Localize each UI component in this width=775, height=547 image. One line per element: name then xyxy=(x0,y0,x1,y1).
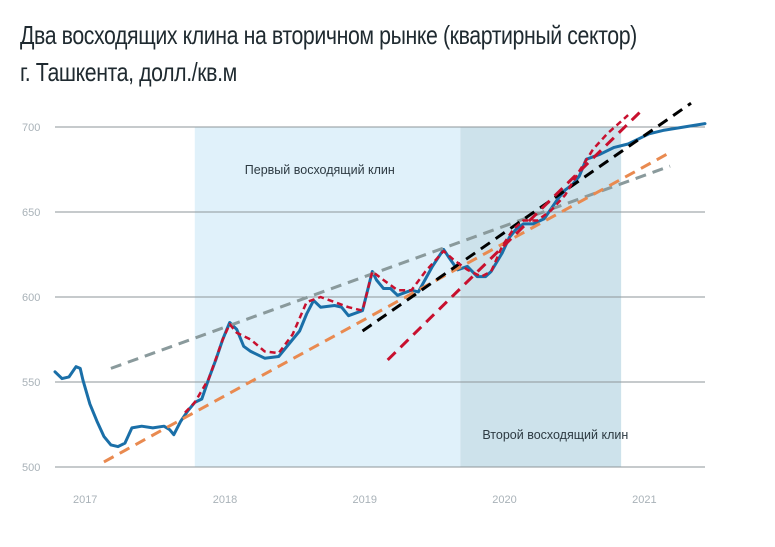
y-tick-label: 700 xyxy=(22,122,40,134)
chart-title-line-2: г. Ташкента, долл./кв.м xyxy=(20,57,237,87)
x-tick-label: 2017 xyxy=(73,494,97,506)
trendline-black-upper-2 xyxy=(361,101,692,333)
x-tick-label: 2019 xyxy=(353,494,377,506)
trendlines xyxy=(103,101,692,464)
chart-title-line-1: Два восходящих клина на вторичном рынке … xyxy=(20,20,637,50)
x-axis-ticks: 2017 2018 2019 2020 2021 xyxy=(73,494,657,506)
price-series xyxy=(53,122,707,449)
price-line xyxy=(53,122,707,449)
y-tick-label: 650 xyxy=(22,207,40,219)
x-tick-label: 2021 xyxy=(632,494,656,506)
y-tick-label: 500 xyxy=(22,462,40,474)
gridlines xyxy=(55,126,705,468)
y-tick-label: 600 xyxy=(22,292,40,304)
region-labels: Первый восходящий клин Второй восходящий … xyxy=(245,163,629,442)
red-dotted-line xyxy=(184,114,629,414)
x-tick-label: 2020 xyxy=(492,494,516,506)
x-tick-label: 2018 xyxy=(213,494,237,506)
trendline-gray-upper-1 xyxy=(110,164,671,370)
region-label-first: Первый восходящий клин xyxy=(245,163,395,177)
y-axis-ticks: 500 550 600 650 700 xyxy=(22,122,40,474)
trendline-red-lower-2 xyxy=(386,108,644,361)
y-tick-label: 550 xyxy=(22,377,40,389)
red-dotted-series xyxy=(184,114,629,414)
region-label-second: Второй восходящий клин xyxy=(482,428,628,442)
